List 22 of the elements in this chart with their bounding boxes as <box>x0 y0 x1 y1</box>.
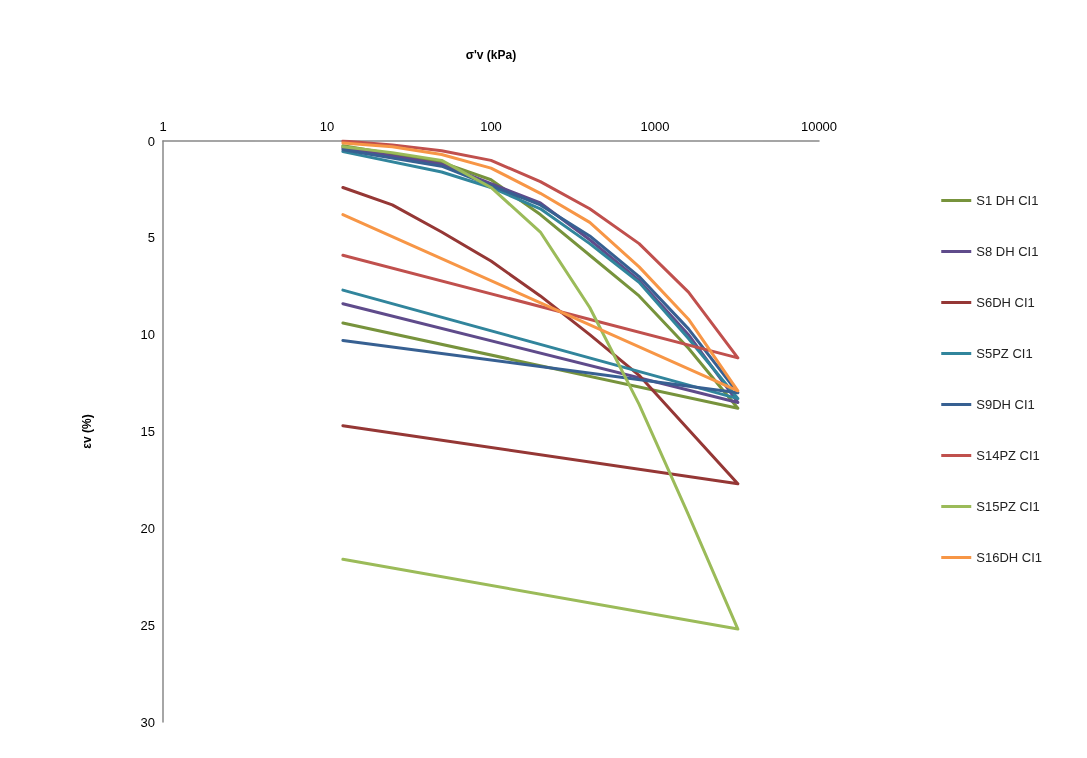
x-tick-label: 1000 <box>640 119 670 134</box>
y-tick-label: 25 <box>140 617 155 633</box>
legend-label: S1 DH CI1 <box>976 193 1039 208</box>
legend-label: S8 DH CI1 <box>976 244 1039 259</box>
x-axis-title: σ'v (kPa) <box>465 48 517 62</box>
legend-label: S9DH CI1 <box>976 397 1035 412</box>
y-tick-label: 20 <box>140 520 155 536</box>
y-tick-label: 0 <box>147 133 155 149</box>
x-tick-label: 10000 <box>800 119 838 134</box>
legend-label: S16DH CI1 <box>976 550 1042 565</box>
legend-label: S5PZ CI1 <box>976 346 1033 361</box>
x-tick-label: 100 <box>480 119 502 134</box>
y-tick-label: 5 <box>147 230 155 246</box>
y-tick-label: 10 <box>140 327 155 343</box>
y-tick-label: 30 <box>140 714 155 730</box>
y-tick-label: 15 <box>140 424 155 439</box>
legend-label: S15PZ CI1 <box>976 499 1040 514</box>
legend-label: S14PZ CI1 <box>976 448 1040 463</box>
y-axis-title: εv (%) <box>80 414 94 449</box>
legend-label: S6DH CI1 <box>976 295 1035 310</box>
x-tick-label: 10 <box>319 119 335 134</box>
x-tick-label: 1 <box>159 119 167 134</box>
